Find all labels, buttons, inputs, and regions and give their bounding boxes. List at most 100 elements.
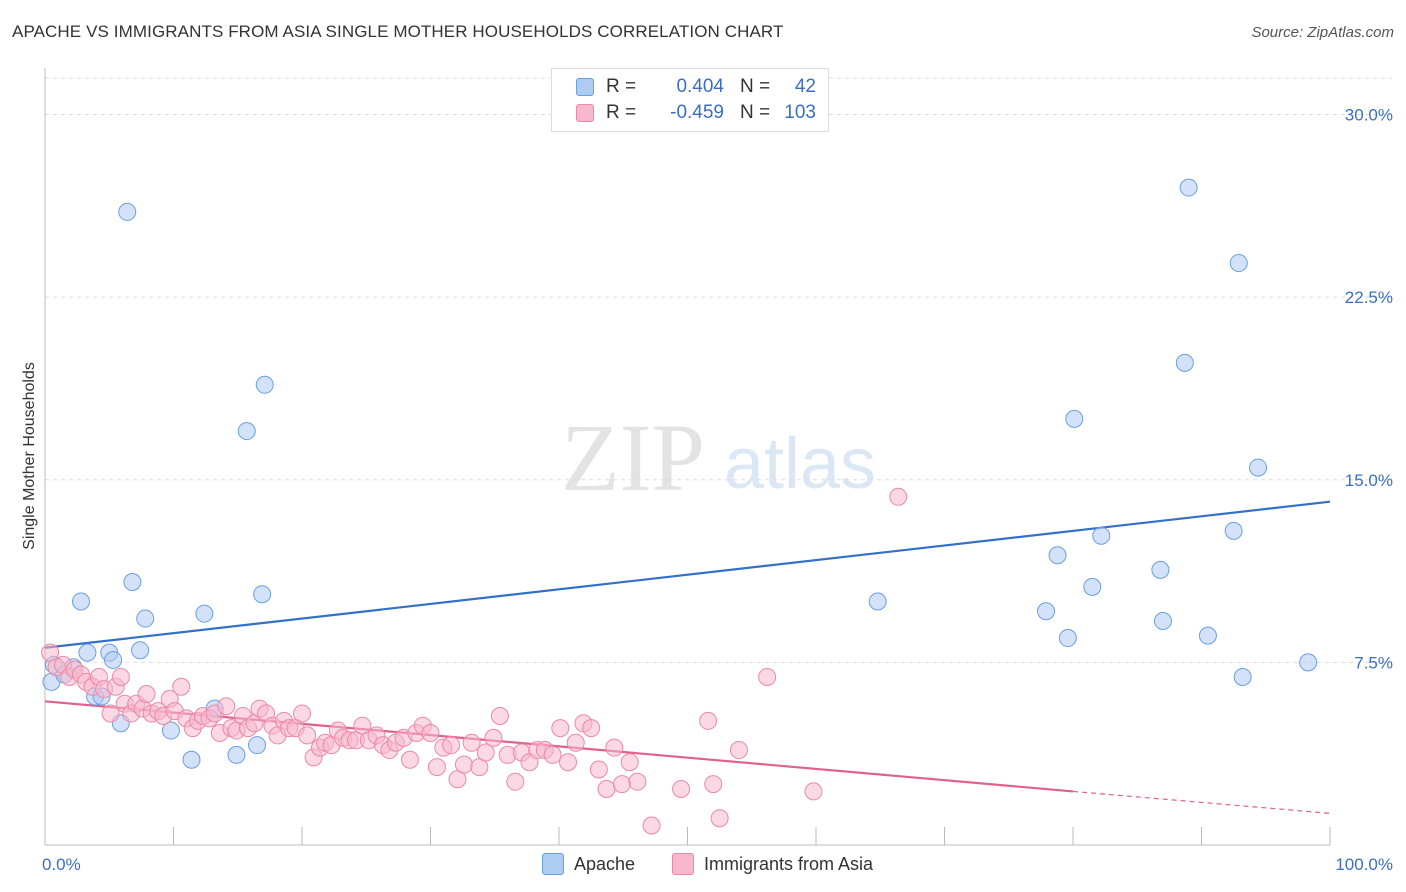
point-asia (889, 487, 908, 506)
n-value: 42 (794, 76, 816, 97)
point-asia (582, 719, 601, 738)
asia-swatch (576, 104, 594, 122)
point-asia (620, 753, 639, 772)
x-tick-label-max: 100.0% (1335, 855, 1393, 874)
point-asia (400, 750, 419, 769)
point-apache (1065, 409, 1084, 428)
r-value: -0.459 (670, 102, 724, 123)
point-apache (1153, 611, 1172, 630)
trend-lines (44, 500, 1331, 814)
legend-swatch-apache (542, 853, 564, 875)
apache-swatch (576, 78, 594, 96)
point-apache (1224, 521, 1243, 540)
point-asia (642, 816, 661, 835)
point-asia (612, 775, 631, 794)
point-apache (1048, 546, 1067, 565)
point-asia (605, 738, 624, 757)
point-asia (111, 667, 130, 686)
y-tick-label: 15.0% (1345, 471, 1393, 490)
x-tick-label-min: 0.0% (42, 855, 81, 874)
axes (44, 68, 1331, 846)
point-asia (699, 711, 718, 730)
y-tick-label: 30.0% (1345, 106, 1393, 125)
point-asia (589, 760, 608, 779)
point-apache (131, 641, 150, 660)
trend-line-asia-extrapolated (1072, 790, 1331, 814)
point-asia (672, 779, 691, 798)
point-apache (118, 202, 137, 221)
point-apache (123, 573, 142, 592)
point-asia (476, 743, 495, 762)
r-value: 0.404 (676, 76, 724, 97)
point-asia (427, 758, 446, 777)
trend-line-apache (44, 500, 1331, 649)
point-asia (442, 736, 461, 755)
tick-labels: 7.5% 15.0% 22.5% 30.0% 0.0% 100.0% (42, 106, 1393, 874)
point-apache (255, 375, 274, 394)
point-apache (195, 604, 214, 623)
point-apache (1092, 526, 1111, 545)
point-apache (1249, 458, 1268, 477)
stats-row-asia: R = -0.459 N = 103 (576, 101, 816, 125)
point-apache (248, 736, 267, 755)
point-apache (1037, 602, 1056, 621)
watermark-zip: ZIP (561, 404, 705, 511)
point-asia (172, 677, 191, 696)
point-asia (454, 755, 473, 774)
legend-swatch-asia (672, 853, 694, 875)
point-asia (462, 733, 481, 752)
r-label: R = (606, 102, 637, 123)
point-asia (729, 741, 748, 760)
y-axis-label: Single Mother Households (21, 362, 38, 550)
point-apache (1179, 178, 1198, 197)
point-apache (237, 422, 256, 441)
watermark: ZIP atlas (561, 404, 876, 511)
point-asia (217, 697, 236, 716)
point-asia (484, 728, 503, 747)
point-asia (758, 667, 777, 686)
point-apache (1058, 629, 1077, 648)
point-asia (506, 772, 525, 791)
point-asia (558, 753, 577, 772)
legend-label-asia: Immigrants from Asia (704, 853, 874, 874)
legend-label-apache: Apache (574, 853, 636, 874)
correlation-stats-box: R = 0.404 N = 42 R = -0.459 N = 103 (551, 68, 829, 132)
point-asia (566, 733, 585, 752)
point-apache (182, 750, 201, 769)
point-asia (804, 782, 823, 801)
data-points (41, 178, 1318, 835)
stats-row-apache: R = 0.404 N = 42 (576, 75, 816, 99)
point-apache (78, 643, 97, 662)
point-apache (1175, 353, 1194, 372)
n-label: N = (740, 102, 771, 123)
point-asia (704, 775, 723, 794)
point-apache (1299, 653, 1318, 672)
point-apache (1229, 254, 1248, 273)
point-apache (868, 592, 887, 611)
n-label: N = (740, 76, 771, 97)
chart-title: APACHE VS IMMIGRANTS FROM ASIA SINGLE MO… (12, 22, 784, 41)
point-asia (597, 779, 616, 798)
y-tick-label: 7.5% (1354, 653, 1393, 672)
point-asia (101, 704, 120, 723)
point-apache (1198, 626, 1217, 645)
point-apache (104, 650, 123, 669)
point-apache (227, 745, 246, 764)
point-asia (421, 723, 440, 742)
point-asia (543, 745, 562, 764)
point-asia (293, 704, 311, 723)
legend-item-apache[interactable]: Apache (542, 852, 635, 876)
watermark-atlas: atlas (724, 424, 876, 504)
point-apache (253, 585, 272, 604)
point-asia (137, 685, 156, 704)
point-asia (298, 726, 317, 745)
point-asia (490, 706, 509, 725)
point-apache (1083, 577, 1102, 596)
y-tick-label: 22.5% (1345, 288, 1393, 307)
point-apache (136, 609, 155, 628)
legend-item-asia[interactable]: Immigrants from Asia (672, 852, 873, 876)
point-apache (1233, 667, 1252, 686)
r-label: R = (606, 76, 637, 97)
point-asia (710, 809, 729, 828)
